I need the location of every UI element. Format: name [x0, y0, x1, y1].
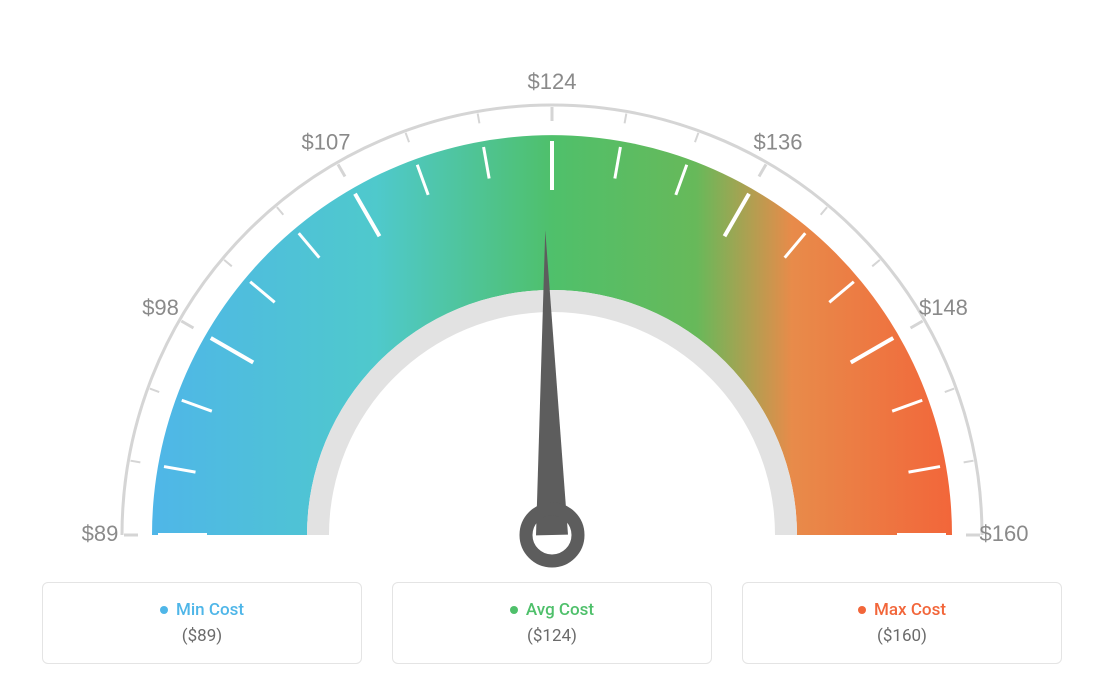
legend-dot-min: [160, 606, 168, 614]
legend-row: Min Cost ($89) Avg Cost ($124) Max Cost …: [0, 582, 1104, 664]
legend-label-max: Max Cost: [874, 600, 946, 620]
legend-label-avg: Avg Cost: [526, 600, 594, 620]
cost-gauge: $89 $98 $107 $124 $136 $148 $160: [42, 30, 1062, 570]
legend-card-max: Max Cost ($160): [742, 582, 1062, 664]
legend-value-max: ($160): [877, 626, 927, 646]
legend-title-avg: Avg Cost: [510, 600, 594, 620]
gauge-scale-label: $98: [142, 295, 179, 320]
gauge-scale-label: $89: [82, 521, 119, 546]
legend-value-avg: ($124): [527, 626, 577, 646]
gauge-scale-label: $148: [919, 295, 968, 320]
gauge-container: $89 $98 $107 $124 $136 $148 $160: [0, 0, 1104, 560]
gauge-scale-label: $136: [754, 129, 803, 154]
legend-title-max: Max Cost: [858, 600, 946, 620]
legend-dot-max: [858, 606, 866, 614]
gauge-scale-label: $107: [302, 129, 351, 154]
gauge-scale-label: $160: [980, 521, 1029, 546]
gauge-scale-label: $124: [528, 69, 577, 94]
legend-value-min: ($89): [182, 626, 222, 646]
legend-dot-avg: [510, 606, 518, 614]
legend-label-min: Min Cost: [176, 600, 244, 620]
legend-card-avg: Avg Cost ($124): [392, 582, 712, 664]
legend-card-min: Min Cost ($89): [42, 582, 362, 664]
legend-title-min: Min Cost: [160, 600, 244, 620]
